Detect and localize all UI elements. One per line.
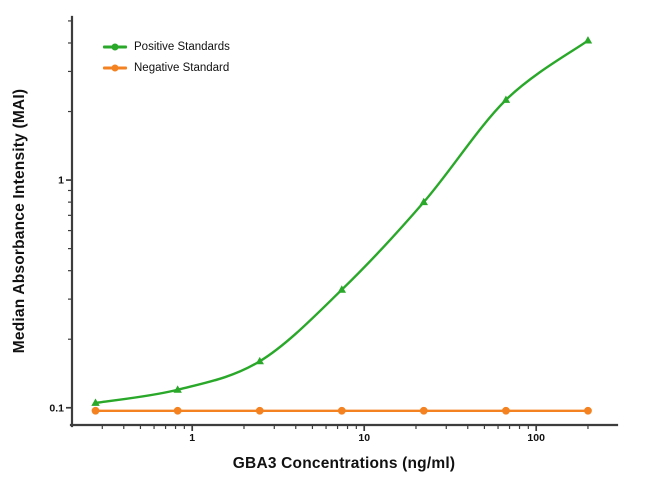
x-axis-title: GBA3 Concentrations (ng/ml) [232, 455, 456, 472]
y-tick-label: 1 [58, 175, 64, 187]
x-tick-label: 100 [527, 432, 545, 444]
negative-standard-data-point-marker [502, 406, 510, 415]
positive-standards-curve [94, 39, 590, 405]
legend-point-swatch [111, 64, 119, 71]
negative-series-marker-icon [103, 61, 127, 75]
legend: Positive Standards Negative Standard [103, 36, 230, 78]
x-tick-label: 1 [189, 432, 195, 444]
legend-item-positive-standards: Positive Standards [103, 36, 230, 57]
legend-label-negative-standard: Negative Standard [134, 61, 230, 74]
legend-item-negative-standard: Negative Standard [103, 57, 230, 78]
positive-series-marker-icon [103, 40, 127, 54]
positive-standards-data-point-marker [501, 95, 511, 103]
positive-standards-data-point-marker [583, 36, 593, 44]
positive-standards-data-point-marker [337, 285, 347, 293]
negative-standard-data-point-marker [419, 406, 428, 415]
negative-standard-data-point-marker [91, 406, 100, 415]
negative-standard-data-point-marker [173, 406, 182, 415]
positive-standards-data-point-marker [91, 398, 100, 406]
negative-standard-data-point-marker [584, 406, 592, 415]
legend-label-positive-standards: Positive Standards [134, 40, 230, 53]
x-tick-label: 10 [358, 432, 370, 444]
negative-standard-data-point-marker [337, 406, 346, 415]
y-tick-label: 0.1 [49, 402, 64, 414]
y-axis-title: Median Absorbance Intensity (MAI) [11, 88, 28, 354]
positive-standards-data-point-marker [419, 197, 428, 206]
legend-point-swatch [111, 43, 119, 50]
positive-standards-data-point-marker [255, 356, 264, 365]
positive-standards-data-point-marker [173, 385, 182, 393]
negative-standard-data-point-marker [255, 406, 264, 415]
